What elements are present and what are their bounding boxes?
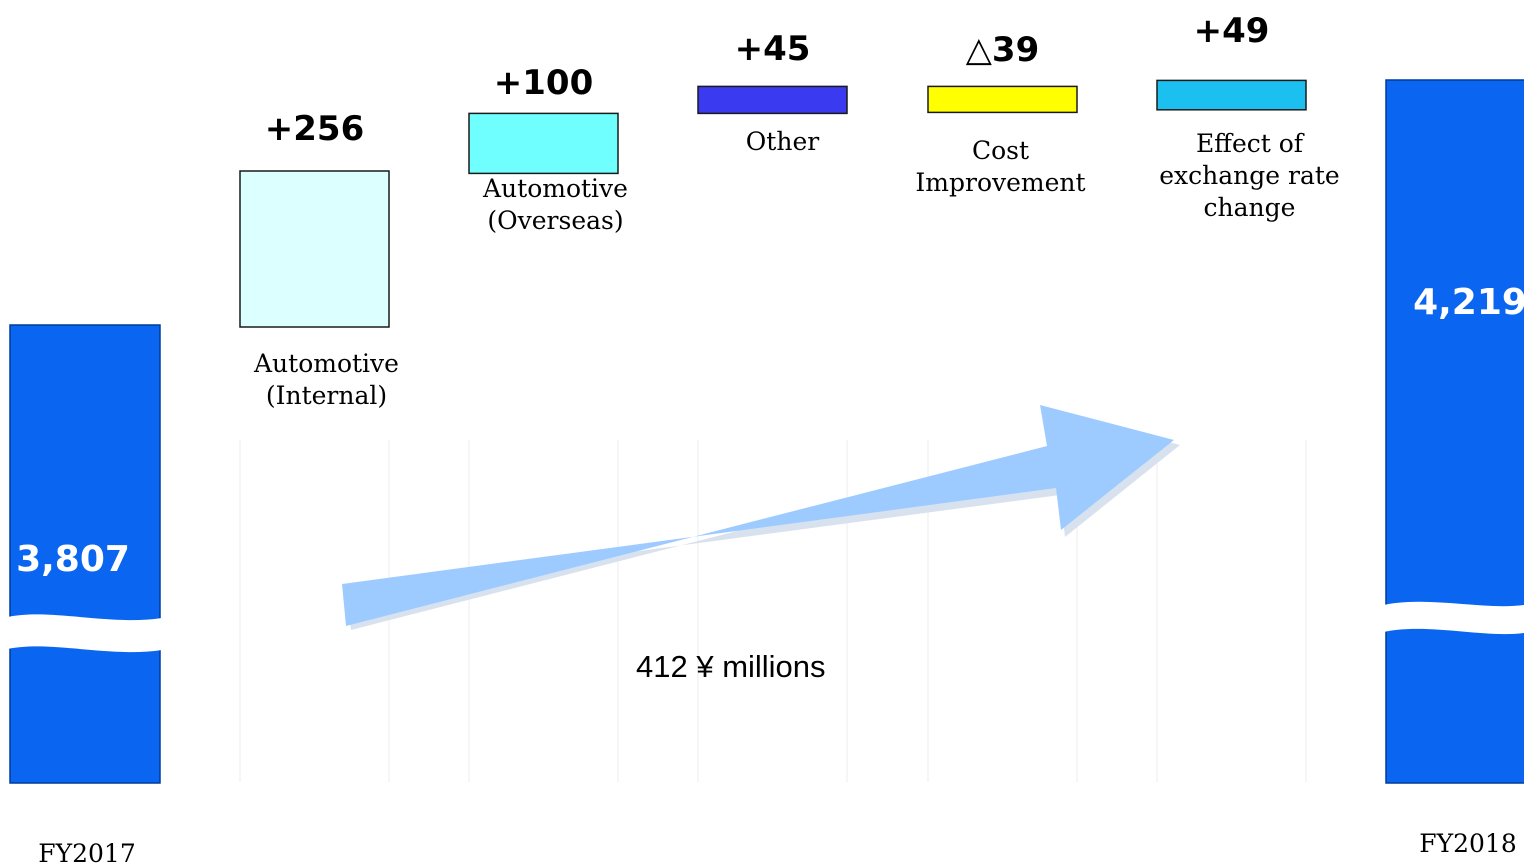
step-label-line: Automotive [482, 174, 628, 203]
step-bar-other [697, 85, 848, 115]
start-bar-group: 3,807 [8, 324, 162, 784]
step-label-other: Other [746, 127, 819, 156]
step-label-line: exchange rate [1159, 161, 1339, 190]
end-bar-group: 4,219 [1384, 79, 1524, 784]
start-category-label: FY2017 [38, 839, 135, 867]
trend-arrow [342, 405, 1180, 630]
step-label-line: Automotive [253, 349, 399, 378]
end-value-label: 4,219 [1413, 282, 1524, 323]
step-bar-automotive-internal [239, 170, 390, 328]
trend-arrow-body [342, 405, 1174, 626]
step-value-cost-improvement: △39 [966, 30, 1039, 70]
step-value-automotive-internal: +256 [265, 109, 364, 149]
trend-arrow-shadow [346, 410, 1180, 630]
step-label-effect-of-exchange-rate-change: Effect of exchange rate change [1159, 129, 1339, 222]
end-category-label: FY2018 [1419, 829, 1516, 858]
step-value-effect-of-exchange-rate-change: +49 [1194, 11, 1270, 51]
step-label-line: Effect of [1196, 129, 1305, 158]
step-label-line: (Internal) [266, 381, 387, 410]
unit-label: 412 ¥ millions [636, 649, 826, 684]
step-label-line: Improvement [915, 168, 1085, 197]
end-bar [1385, 79, 1524, 784]
step-value-automotive-overseas: +100 [494, 63, 593, 103]
step-label-cost-improvement: Cost Improvement [915, 136, 1085, 197]
end-bar-break [1384, 601, 1524, 635]
step-label-line: change [1204, 193, 1296, 222]
step-bar-automotive-overseas [468, 112, 619, 175]
step-label-line: Cost [972, 136, 1029, 165]
start-bar [9, 324, 161, 784]
start-value-label: 3,807 [16, 539, 130, 580]
step-label-automotive-overseas: Automotive (Overseas) [482, 174, 628, 235]
step-bar-cost-improvement [927, 85, 1078, 114]
step-bars: +256 Automotive (Internal) +100 Automotive (O… [239, 11, 1340, 410]
step-bar-effect-of-exchange-rate-change [1156, 79, 1307, 111]
step-label-line: Other [746, 127, 819, 156]
step-value-other: +45 [735, 29, 811, 69]
start-bar-break [8, 614, 162, 653]
step-label-automotive-internal: Automotive (Internal) [253, 349, 399, 410]
step-label-line: (Overseas) [487, 206, 623, 235]
